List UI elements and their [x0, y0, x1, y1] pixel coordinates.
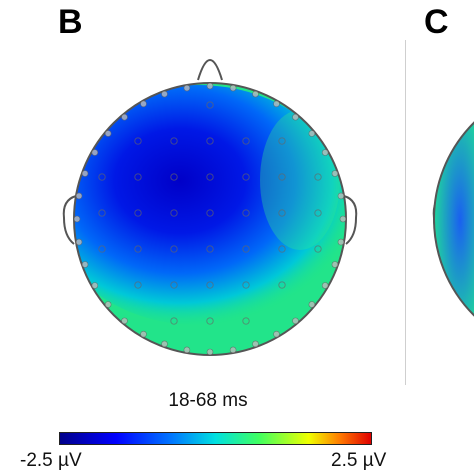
electrode-marker	[170, 281, 178, 289]
electrode-marker	[134, 173, 142, 181]
electrode-marker	[273, 330, 280, 338]
electrode-marker	[183, 84, 191, 92]
electrode-marker	[206, 317, 214, 325]
electrode-marker	[331, 261, 339, 268]
electrode-marker	[206, 101, 214, 109]
electrode-marker	[98, 173, 106, 181]
colorbar-min-label: -2.5 µV	[20, 450, 82, 471]
electrode-marker	[292, 113, 299, 121]
electrode-marker	[81, 261, 89, 268]
right-ear-outline	[343, 195, 358, 245]
electrode-marker	[206, 137, 214, 145]
electrode-marker	[91, 149, 99, 156]
electrode-marker	[242, 281, 250, 289]
electrode-marker	[292, 317, 299, 325]
electrode-marker	[252, 90, 259, 98]
electrode-marker	[121, 113, 128, 121]
electrode-marker	[278, 245, 286, 253]
electrode-marker	[314, 209, 322, 217]
left-ear-outline	[62, 195, 77, 245]
electrode-marker	[75, 192, 83, 200]
electrode-marker	[134, 209, 142, 217]
colorbar	[59, 432, 372, 445]
electrode-marker	[229, 84, 237, 92]
electrode-marker	[242, 137, 250, 145]
electrode-marker	[331, 170, 339, 177]
electrode-marker	[242, 317, 250, 325]
electrode-marker	[104, 301, 112, 308]
electrode-marker	[308, 130, 316, 137]
electrode-marker	[242, 173, 250, 181]
electrode-markers	[73, 82, 347, 356]
electrode-marker	[104, 130, 112, 137]
electrode-marker	[206, 245, 214, 253]
topographic-map-b	[62, 59, 474, 356]
colorbar-max-label: 2.5 µV	[331, 450, 387, 471]
electrode-marker	[278, 209, 286, 217]
electrode-marker	[140, 330, 147, 338]
electrode-marker	[121, 317, 128, 325]
electrode-marker	[81, 170, 89, 177]
electrode-marker	[98, 245, 106, 253]
nose-outline	[197, 59, 223, 81]
electrode-marker	[273, 100, 280, 108]
electrode-marker	[134, 281, 142, 289]
electrode-marker	[206, 82, 214, 90]
electrode-marker	[314, 173, 322, 181]
electrode-marker	[278, 281, 286, 289]
electrode-marker	[339, 215, 347, 223]
electrode-marker	[161, 340, 168, 348]
electrode-marker	[170, 245, 178, 253]
electrode-marker	[278, 173, 286, 181]
electrode-marker	[252, 340, 259, 348]
electrode-marker	[170, 173, 178, 181]
electrode-marker	[229, 346, 237, 354]
electrode-marker	[134, 137, 142, 145]
electrode-marker	[91, 282, 99, 289]
electrode-marker	[242, 245, 250, 253]
panel-c-head-outline	[433, 121, 474, 317]
electrode-marker	[73, 215, 81, 223]
electrode-marker	[242, 209, 250, 217]
electrode-marker	[337, 238, 345, 246]
electrode-marker	[206, 209, 214, 217]
electrode-marker	[206, 173, 214, 181]
electrode-marker	[161, 90, 168, 98]
electrode-marker	[321, 282, 329, 289]
electrode-marker	[278, 137, 286, 145]
electrode-marker	[134, 245, 142, 253]
electrode-marker	[170, 209, 178, 217]
electrode-marker	[206, 348, 214, 356]
electrode-marker	[183, 346, 191, 354]
electrode-marker	[321, 149, 329, 156]
panel-label-b: B	[58, 3, 83, 41]
time-window-label: 18-68 ms	[168, 390, 248, 411]
electrode-marker	[170, 317, 178, 325]
electrode-marker	[98, 209, 106, 217]
panel-label-c: C	[424, 3, 449, 41]
electrode-marker	[206, 281, 214, 289]
electrode-marker	[308, 301, 316, 308]
panel-divider	[405, 40, 406, 385]
electrode-marker	[337, 192, 345, 200]
electrode-marker	[170, 137, 178, 145]
electrode-marker	[314, 245, 322, 253]
electrode-marker	[140, 100, 147, 108]
electrode-marker	[75, 238, 83, 246]
